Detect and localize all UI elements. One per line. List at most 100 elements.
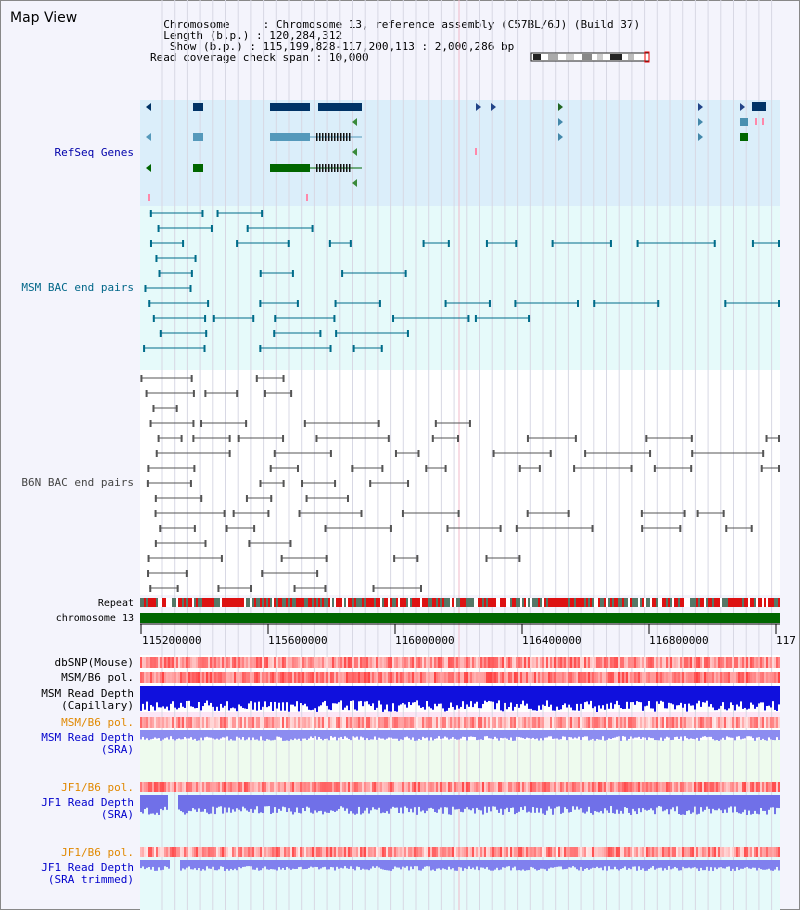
heat-cell <box>276 717 278 728</box>
msm-b6-pol-label[interactable]: MSM/B6 pol. <box>61 671 134 684</box>
depth-bar <box>510 860 512 871</box>
heat-cell <box>324 672 326 683</box>
heat-cell <box>728 717 730 728</box>
depth-bar <box>776 686 778 711</box>
depth-bar <box>358 795 360 807</box>
depth-bar <box>756 730 758 738</box>
depth-bar <box>528 730 530 739</box>
heat-cell <box>662 672 664 683</box>
heat-cell <box>246 782 248 792</box>
heat-cell <box>208 672 210 683</box>
heat-cell <box>458 782 460 792</box>
msm-b6-pol-label-2[interactable]: MSM/B6 pol. <box>61 716 134 729</box>
depth-bar <box>240 730 242 740</box>
heat-cell <box>616 672 618 683</box>
depth-bar <box>232 860 234 871</box>
depth-bar <box>624 795 626 808</box>
depth-bar <box>762 795 764 811</box>
heat-cell <box>490 717 492 728</box>
heat-cell <box>282 782 284 792</box>
heat-cell <box>758 672 760 683</box>
heat-cell <box>228 782 230 792</box>
msm-read-depth-sra-label[interactable]: MSM Read Depth <box>41 731 134 744</box>
heat-cell <box>714 657 716 668</box>
depth-bar <box>768 686 770 706</box>
depth-bar <box>182 730 184 740</box>
repeat-mark <box>406 598 408 607</box>
b6n-pair-end <box>518 465 521 472</box>
heat-cell <box>200 657 202 668</box>
heat-cell <box>532 657 534 668</box>
repeat-mark <box>452 598 454 607</box>
depth-bar <box>308 860 310 868</box>
repeat-mark <box>528 598 530 607</box>
depth-bar <box>486 795 488 813</box>
heat-cell <box>552 847 554 857</box>
heat-cell <box>382 657 384 668</box>
chromosome-ideogram[interactable] <box>530 51 650 63</box>
gene-block <box>740 133 748 141</box>
msm-read-depth-cap-label[interactable]: MSM Read Depth <box>41 687 134 700</box>
repeat-mark <box>284 598 286 607</box>
repeat-mark <box>366 598 368 607</box>
depth-bar <box>482 686 484 704</box>
heat-cell <box>690 782 692 792</box>
b6n-bac-track-label[interactable]: B6N BAC end pairs <box>21 476 134 489</box>
msm-bac-pairs-track[interactable] <box>143 210 780 352</box>
heat-cell <box>220 782 222 792</box>
depth-bar <box>380 686 382 705</box>
depth-bar <box>156 860 158 871</box>
repeat-mark <box>464 598 466 607</box>
jf1-read-depth-trim-label[interactable]: JF1 Read Depth <box>41 861 134 874</box>
depth-bar <box>754 730 756 741</box>
heat-cell <box>174 657 176 668</box>
depth-bar <box>304 730 306 739</box>
dbsnp-track-label[interactable]: dbSNP(Mouse) <box>55 656 134 669</box>
depth-bar <box>398 860 400 868</box>
gene-exon <box>346 164 348 172</box>
depth-bar <box>756 686 758 707</box>
heat-cell <box>200 717 202 728</box>
depth-bar <box>560 730 562 740</box>
heat-cell <box>542 717 544 728</box>
depth-bar <box>226 730 228 737</box>
heat-cell <box>660 672 662 683</box>
msm-bac-track-label[interactable]: MSM BAC end pairs <box>21 281 134 294</box>
depth-bar <box>532 795 534 808</box>
heat-cell <box>546 672 548 683</box>
depth-bar <box>632 730 634 739</box>
depth-bar <box>154 795 156 815</box>
heat-cell <box>588 672 590 683</box>
depth-bar <box>406 795 408 808</box>
msm-pair-end <box>246 225 249 232</box>
heat-cell <box>212 717 214 728</box>
heat-cell <box>392 657 394 668</box>
heat-cell <box>178 782 180 792</box>
heat-cell <box>712 672 714 683</box>
depth-bar <box>734 860 736 871</box>
jf1-b6-pol-label[interactable]: JF1/B6 pol. <box>61 781 134 794</box>
jf1-read-depth-sra-label[interactable]: JF1 Read Depth <box>41 796 134 809</box>
depth-bar <box>384 860 386 870</box>
heat-cell <box>188 782 190 792</box>
depth-bar <box>398 730 400 741</box>
depth-bar <box>702 686 704 703</box>
heat-cell <box>396 782 398 792</box>
heat-cell <box>550 847 552 857</box>
refseq-genes-track[interactable] <box>146 102 766 201</box>
jf1-read-depth-sra-sublabel: (SRA) <box>101 808 134 821</box>
depth-bar <box>714 686 716 711</box>
depth-bar <box>206 686 208 701</box>
b6n-bac-pairs-track[interactable] <box>140 375 780 592</box>
jf1-b6-pol-label-2[interactable]: JF1/B6 pol. <box>61 846 134 859</box>
depth-bar <box>626 686 628 702</box>
refseq-track-label[interactable]: RefSeq Genes <box>55 146 134 159</box>
heat-cell <box>692 717 694 728</box>
depth-bar <box>362 795 364 814</box>
b6n-pair-end <box>425 465 428 472</box>
repeat-mark <box>756 598 758 607</box>
heat-cell <box>658 717 660 728</box>
depth-bar <box>166 860 168 868</box>
repeat-mark <box>438 598 440 607</box>
